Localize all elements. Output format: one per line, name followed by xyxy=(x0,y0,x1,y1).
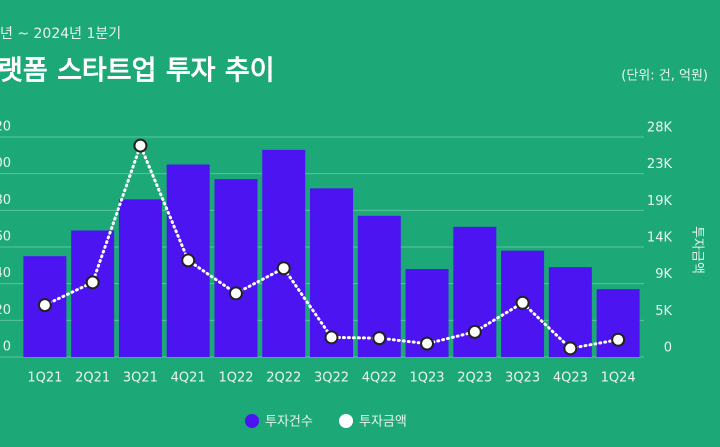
line-point xyxy=(228,286,243,301)
legend-label: 투자건수 xyxy=(265,415,313,430)
y-tick-label: 80 xyxy=(0,193,11,208)
x-tick-label: 1Q21 xyxy=(27,371,62,386)
x-tick-label: 2Q22 xyxy=(266,371,301,386)
y-tick-label: 60 xyxy=(0,230,11,245)
x-tick-label: 4Q21 xyxy=(171,371,206,386)
legend-label: 투자금액 xyxy=(359,415,407,430)
bar xyxy=(214,179,258,357)
legend-swatch xyxy=(339,414,353,428)
bar xyxy=(71,230,115,357)
x-tick-label: 4Q23 xyxy=(553,371,588,386)
line-point xyxy=(85,275,100,290)
x-tick-label: 3Q22 xyxy=(314,371,349,386)
line-point xyxy=(37,298,52,313)
line-point xyxy=(372,331,387,346)
y2-tick-label: 9K xyxy=(655,267,672,282)
y-tick-label: 40 xyxy=(0,266,11,281)
x-tick-label: 2Q23 xyxy=(457,371,492,386)
y2-tick-label: 14K xyxy=(647,231,673,246)
line-point xyxy=(181,253,196,268)
y2-tick-label: 19K xyxy=(647,194,673,209)
line-point xyxy=(420,336,435,351)
bar xyxy=(118,199,162,357)
line-point xyxy=(324,330,339,345)
legend-swatch xyxy=(245,414,259,428)
x-tick-label: 3Q21 xyxy=(123,371,158,386)
line-point xyxy=(467,324,482,339)
chart-title: 랫폼 스타트업 투자 추이 xyxy=(0,56,275,87)
line-point xyxy=(563,341,578,356)
x-tick-label: 4Q22 xyxy=(362,371,397,386)
y2-tick-label: 23K xyxy=(647,157,673,172)
bar xyxy=(596,289,640,357)
line-point xyxy=(611,332,626,347)
y2-tick-label: 0 xyxy=(664,341,672,356)
x-tick-label: 2Q21 xyxy=(75,371,110,386)
y2-tick-label: 5K xyxy=(655,304,672,319)
y2-axis-label: 투자금액 xyxy=(690,226,705,274)
line-point xyxy=(276,261,291,276)
line-point xyxy=(515,295,530,310)
x-tick-label: 1Q24 xyxy=(601,371,636,386)
chart-subtitle: 년 ~ 2024년 1분기 xyxy=(0,26,121,42)
y-tick-label: 100 xyxy=(0,156,11,171)
y-tick-label: 120 xyxy=(0,120,11,135)
x-tick-label: 3Q23 xyxy=(505,371,540,386)
y-tick-label: 0 xyxy=(3,340,11,355)
bar xyxy=(262,149,306,357)
y2-tick-label: 28K xyxy=(647,121,673,136)
y-tick-label: 20 xyxy=(0,303,11,318)
line-point xyxy=(133,138,148,153)
x-tick-label: 1Q22 xyxy=(218,371,253,386)
unit-note: (단위: 건, 억원) xyxy=(621,69,708,84)
x-tick-label: 1Q23 xyxy=(410,371,445,386)
bar xyxy=(310,188,353,357)
